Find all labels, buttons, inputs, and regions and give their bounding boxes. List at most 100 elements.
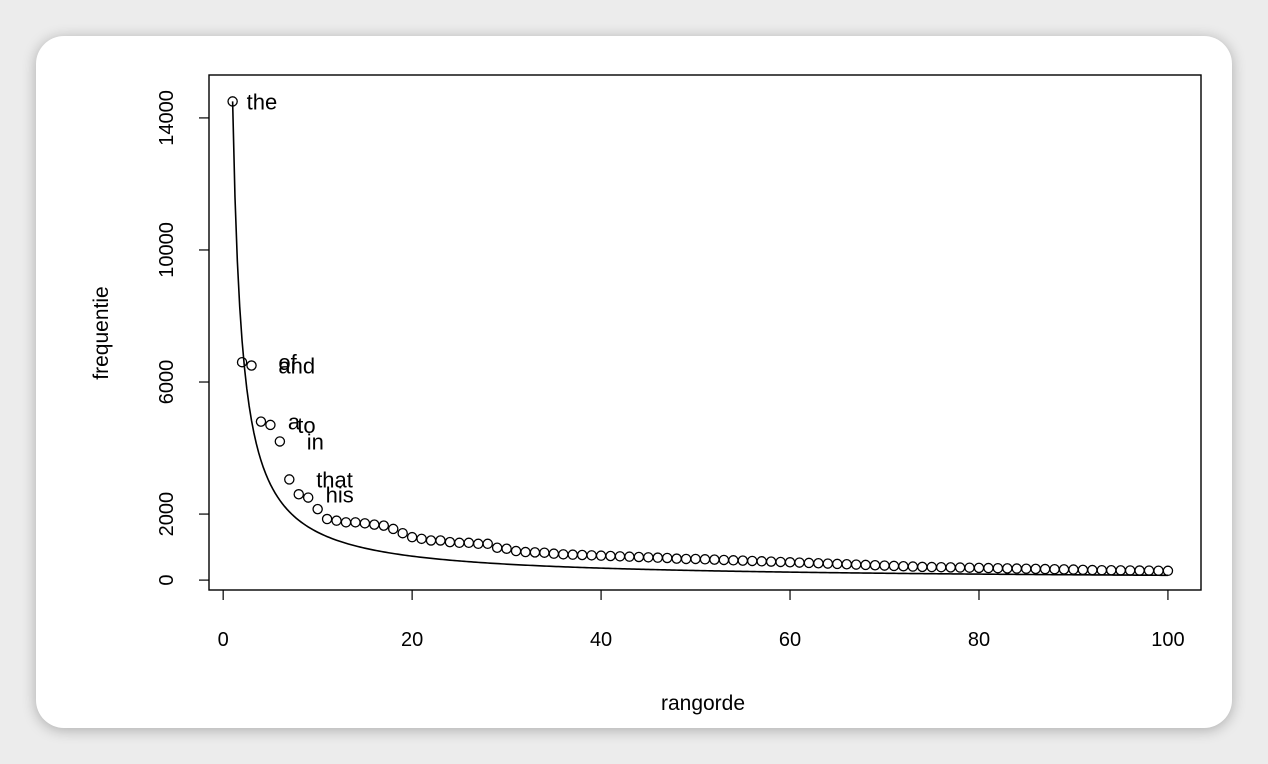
data-point	[643, 552, 654, 563]
data-points	[227, 96, 1174, 577]
y-tick-label: 2000	[156, 492, 178, 537]
data-point	[444, 536, 456, 548]
data-point	[850, 559, 862, 570]
data-point	[756, 556, 767, 567]
data-point	[935, 561, 947, 573]
data-point	[312, 503, 323, 515]
data-point	[1162, 565, 1174, 577]
data-point	[529, 547, 541, 558]
data-point	[255, 416, 267, 427]
data-point	[813, 558, 824, 569]
data-point	[709, 554, 720, 565]
data-point	[992, 562, 1004, 574]
data-point	[1134, 565, 1145, 576]
data-point	[1124, 565, 1136, 576]
data-point	[1077, 564, 1089, 576]
x-tick-label: 100	[1151, 629, 1184, 651]
data-point	[671, 553, 682, 564]
data-point	[1058, 564, 1070, 575]
data-point	[728, 555, 739, 566]
data-point	[898, 560, 909, 572]
y-tick-label: 10000	[156, 222, 178, 278]
data-point	[387, 523, 399, 535]
data-point	[350, 517, 361, 528]
data-point	[746, 555, 758, 567]
data-point	[983, 562, 994, 574]
data-point	[359, 518, 371, 529]
x-tick-label: 20	[401, 629, 423, 651]
data-point	[954, 562, 966, 573]
y-axis-title: frequentie	[90, 286, 113, 379]
data-point	[1153, 565, 1164, 576]
data-point	[331, 515, 342, 526]
data-point	[236, 356, 248, 368]
data-point	[397, 527, 408, 539]
y-tick-label: 0	[156, 575, 178, 586]
data-point	[1105, 565, 1117, 576]
data-point	[482, 538, 493, 550]
data-point	[888, 560, 900, 572]
x-tick-label: 60	[779, 629, 801, 651]
data-point	[416, 533, 427, 545]
data-point	[473, 538, 484, 550]
data-point	[945, 562, 956, 573]
data-point	[1087, 564, 1098, 576]
data-point	[435, 535, 446, 546]
data-point	[633, 551, 645, 563]
data-point	[690, 553, 701, 565]
x-tick-label: 40	[590, 629, 612, 651]
y-axis: 0 2000 6000 10000 14000	[156, 90, 209, 586]
data-point	[510, 545, 522, 557]
data-point	[1068, 564, 1079, 575]
point-label-the: the	[247, 89, 278, 114]
point-label-of: of	[278, 350, 297, 375]
data-point	[907, 561, 919, 572]
x-tick-label: 80	[968, 629, 990, 651]
data-point	[1011, 563, 1023, 574]
data-point	[491, 542, 503, 553]
point-label-a: a	[288, 410, 301, 435]
x-axis: 0 20 40 60 80 100	[218, 590, 1185, 651]
data-point	[917, 561, 928, 573]
data-point	[879, 560, 890, 571]
data-point	[775, 556, 786, 568]
point-label-in: in	[307, 429, 324, 454]
point-label-and: and	[278, 354, 315, 379]
data-point	[765, 556, 777, 567]
data-point	[340, 517, 352, 528]
data-point	[227, 96, 238, 107]
data-point	[605, 550, 616, 562]
data-point	[869, 559, 881, 571]
data-point	[321, 513, 333, 525]
data-point	[652, 552, 664, 563]
data-point	[293, 489, 305, 500]
data-point	[926, 561, 937, 573]
data-point	[302, 492, 314, 503]
chart-card	[36, 36, 1232, 728]
data-point	[614, 551, 626, 562]
data-point	[973, 562, 985, 574]
data-point	[274, 436, 286, 447]
data-point	[1020, 563, 1032, 574]
data-point	[1002, 563, 1013, 574]
data-point	[246, 360, 257, 371]
data-point	[539, 547, 550, 558]
x-tick-label: 0	[218, 629, 229, 651]
fit-curve-line	[231, 101, 1168, 577]
y-tick-label: 6000	[156, 360, 178, 405]
point-label-to: to	[297, 413, 315, 438]
data-point	[369, 519, 380, 530]
data-point	[1096, 564, 1108, 576]
data-point	[624, 551, 635, 562]
x-axis-title: rangorde	[661, 692, 745, 715]
data-point	[567, 549, 578, 560]
data-point	[454, 537, 465, 549]
data-point	[586, 550, 597, 561]
data-point	[803, 557, 815, 569]
data-point	[558, 549, 569, 560]
data-point	[860, 559, 871, 571]
data-point	[548, 548, 560, 559]
y-tick-label: 14000	[156, 90, 178, 146]
